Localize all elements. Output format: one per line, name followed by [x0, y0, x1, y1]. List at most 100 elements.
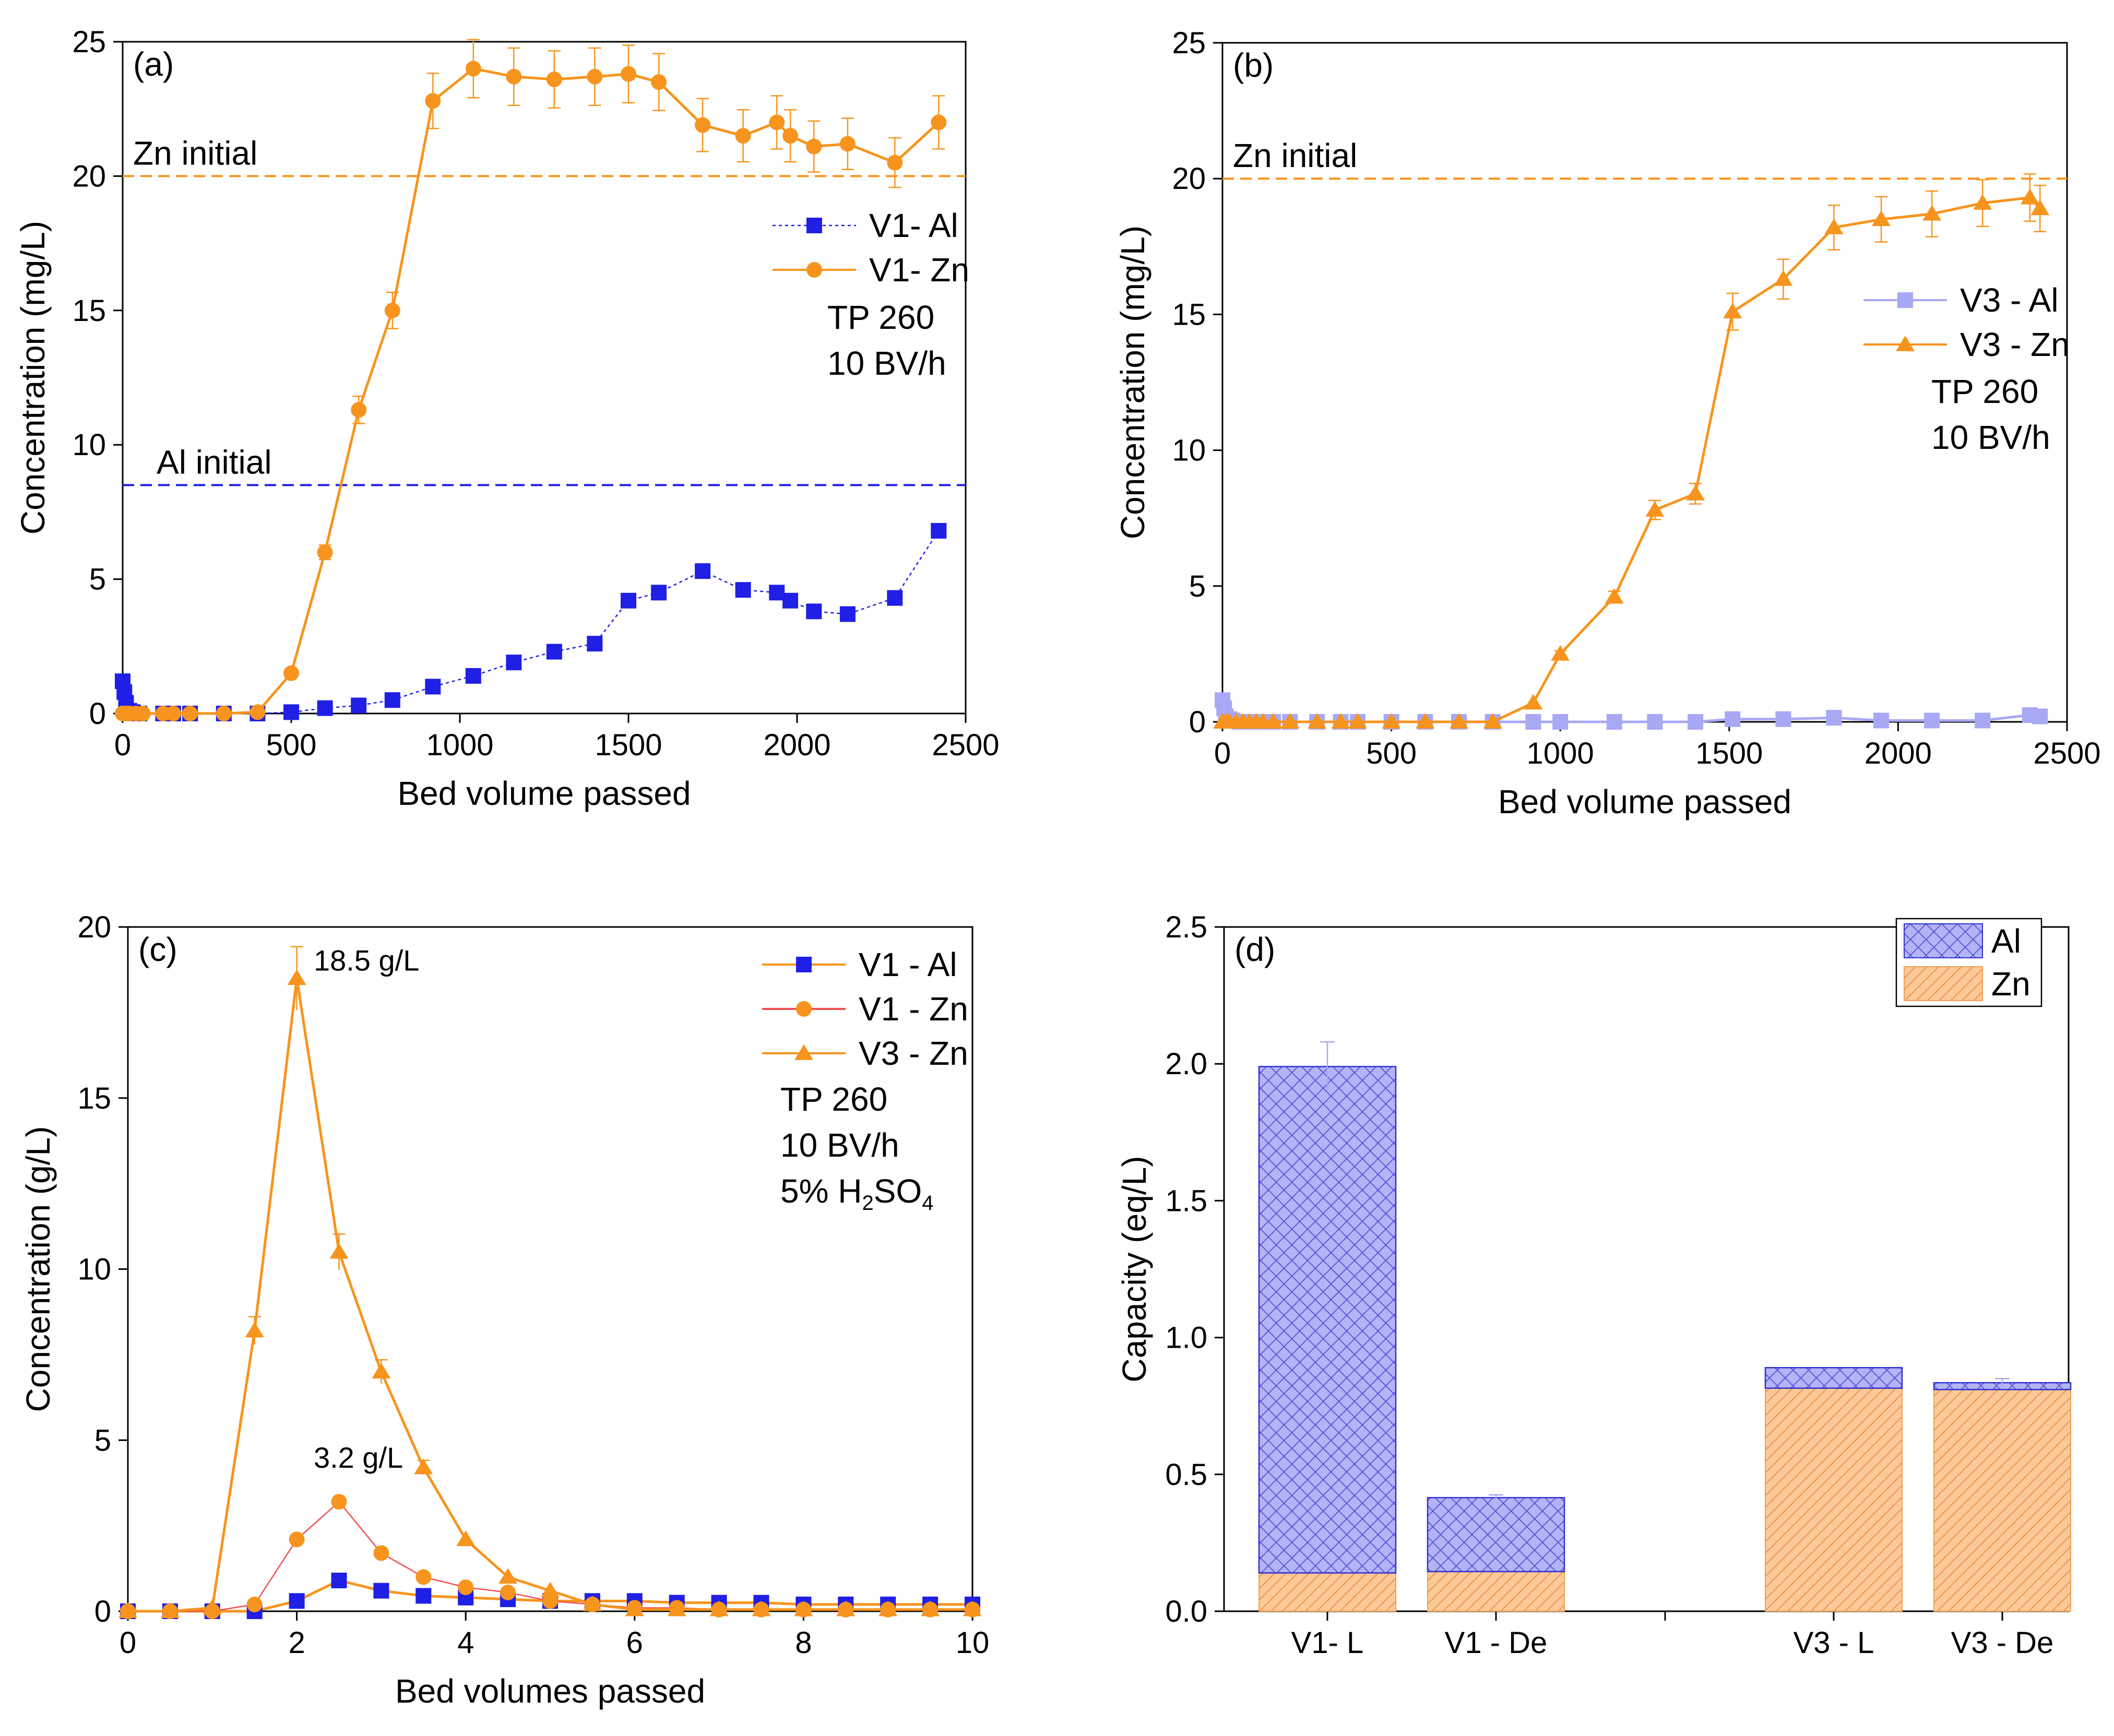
bar-al	[1764, 1367, 1903, 1389]
panel-d: 0.0 0.5 1.0 1.5 2.0 2.5 Capacity (eq/L) (d) V1- …	[1115, 910, 2072, 1660]
panel-label: (a)	[133, 45, 174, 83]
legend-label: V3 - Zn	[859, 1035, 968, 1072]
data-point	[782, 128, 799, 144]
data-point	[246, 1596, 263, 1612]
series-line-v1-al	[122, 530, 940, 715]
bar-zn	[1933, 1389, 2071, 1612]
legend-marker	[1897, 292, 1913, 308]
data-point	[621, 66, 636, 82]
data-point	[546, 644, 562, 660]
data-point	[963, 1600, 982, 1616]
category-label: V1- L	[1291, 1626, 1364, 1660]
y-tick-label: 10	[72, 428, 106, 462]
data-point	[2032, 708, 2048, 724]
data-point	[1775, 711, 1791, 727]
data-point	[931, 522, 947, 539]
data-point	[1647, 714, 1663, 730]
panel-label: (c)	[138, 931, 177, 968]
data-point	[2030, 199, 2050, 216]
ref-line-label: Zn initial	[1233, 137, 1357, 174]
data-point	[752, 1600, 771, 1616]
data-point	[583, 1595, 602, 1611]
legend-label: V1- Al	[869, 207, 958, 244]
plot-frame	[127, 926, 973, 1612]
y-tick-label: 0	[1189, 705, 1206, 739]
data-point	[621, 592, 636, 609]
data-point	[506, 655, 522, 671]
data-point	[735, 128, 751, 144]
data-point	[1331, 712, 1350, 729]
y-tick-label: 0	[89, 697, 106, 731]
x-tick-label: 8	[795, 1626, 812, 1660]
data-point	[1922, 205, 1942, 221]
bar-al	[1258, 1066, 1397, 1574]
annotation: 10 BV/h	[827, 344, 946, 382]
data-point	[500, 1584, 516, 1600]
data-point	[135, 706, 151, 721]
data-point	[317, 700, 333, 716]
data-point	[806, 138, 822, 154]
y-tick-label: 15	[77, 1081, 111, 1115]
legend-marker	[806, 262, 822, 278]
y-axis-label: Concentration (g/L)	[19, 1126, 57, 1412]
y-tick-label: 1.5	[1165, 1184, 1207, 1218]
legend-marker	[1896, 335, 1915, 351]
panel-label: (d)	[1234, 931, 1275, 968]
x-tick-label: 10	[956, 1626, 990, 1660]
data-point	[351, 402, 367, 418]
data-point	[373, 1545, 389, 1561]
panel-c: 0 2 4 6 8 10 0 5 10 15 20 Bed volumes passed Concent…	[19, 910, 989, 1710]
data-point	[1872, 210, 1891, 227]
data-point	[1348, 712, 1367, 729]
y-tick-label: 15	[1172, 298, 1206, 331]
legend-swatch-zn	[1904, 966, 1983, 1001]
data-point	[887, 154, 903, 171]
data-point	[546, 72, 562, 88]
x-tick-label: 2500	[2033, 736, 2100, 770]
data-point	[331, 1494, 347, 1510]
legend: V1- Al V1- Zn	[773, 207, 969, 289]
data-point	[289, 1531, 305, 1548]
data-point	[541, 1582, 560, 1598]
data-point	[878, 1600, 898, 1616]
data-point	[806, 603, 822, 620]
x-tick-label: 0	[1214, 736, 1231, 770]
data-point	[1524, 694, 1543, 710]
data-point	[425, 679, 441, 695]
panel-a: 0 500 1000 1500 2000 2500 0 5 10 15 20 25 Bed volume…	[14, 25, 1000, 812]
data-point	[283, 704, 299, 720]
data-point	[1725, 711, 1741, 727]
data-point	[465, 61, 481, 77]
subscript: 2	[862, 1192, 874, 1215]
data-point	[651, 585, 667, 601]
y-axis-label: Concentration (mg/L)	[14, 221, 52, 534]
data-point	[651, 74, 667, 90]
data-point	[709, 1600, 729, 1616]
data-point	[1605, 588, 1624, 604]
series-line-v3-zn	[1222, 196, 2041, 723]
legend-swatch-al	[1904, 923, 1983, 958]
data-point	[1688, 714, 1704, 730]
data-point	[735, 582, 751, 598]
x-tick-label: 500	[266, 728, 317, 762]
data-point	[839, 136, 856, 152]
data-point	[203, 1599, 222, 1615]
y-tick-label: 10	[1172, 434, 1206, 468]
data-point	[506, 68, 522, 85]
y-tick-label: 10	[77, 1253, 111, 1287]
y-tick-label: 0.5	[1165, 1458, 1207, 1492]
category-label: V3 - De	[1951, 1626, 2054, 1660]
data-point	[165, 706, 181, 721]
data-point	[160, 1602, 180, 1618]
data-point	[695, 563, 711, 579]
data-point	[1525, 714, 1541, 730]
peak-label: 18.5 g/L	[314, 944, 419, 977]
data-point	[373, 1583, 389, 1599]
legend-label: V3 - Zn	[1960, 326, 2070, 363]
ref-line-label: Al initial	[157, 443, 272, 481]
data-point	[931, 114, 947, 130]
data-point	[458, 1579, 474, 1596]
data-point	[415, 1569, 432, 1585]
data-point	[283, 665, 299, 681]
